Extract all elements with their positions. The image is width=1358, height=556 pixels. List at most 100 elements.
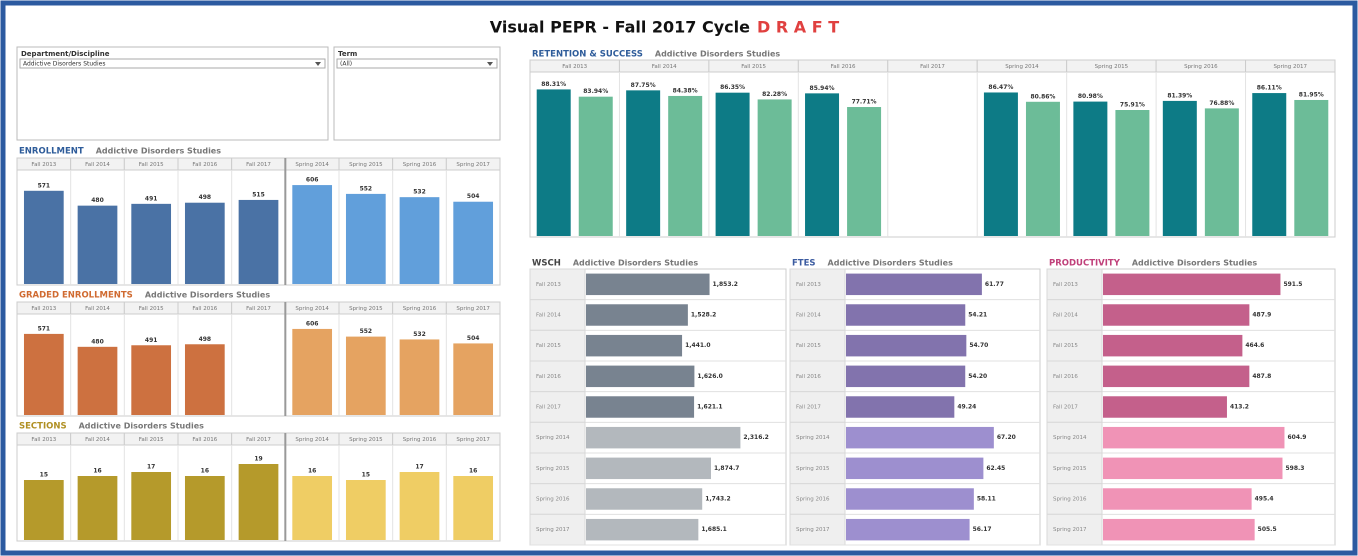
bar bbox=[399, 472, 440, 540]
y-tick-label: Fall 2017 bbox=[1053, 405, 1078, 411]
y-tick-label: Spring 2014 bbox=[536, 435, 570, 441]
y-tick-label: Spring 2017 bbox=[796, 527, 830, 533]
bar bbox=[1103, 334, 1243, 357]
y-tick-label: Spring 2014 bbox=[796, 435, 830, 441]
bar bbox=[453, 343, 494, 415]
data-label: 54.21 bbox=[968, 312, 987, 319]
data-label: 86.47% bbox=[988, 84, 1013, 91]
chart-title: PRODUCTIVITY bbox=[1049, 259, 1121, 269]
filter-value: (All) bbox=[340, 61, 352, 68]
category-cell bbox=[789, 452, 846, 485]
chart-subtitle: Addictive Disorders Studies bbox=[573, 259, 699, 268]
data-label: 480 bbox=[91, 197, 104, 204]
data-label: 1,874.7 bbox=[714, 465, 739, 472]
data-label: 591.5 bbox=[1283, 281, 1302, 288]
y-tick-label: Fall 2014 bbox=[536, 313, 561, 319]
data-label: 54.70 bbox=[969, 342, 988, 349]
bar bbox=[1294, 99, 1329, 237]
bar bbox=[292, 476, 333, 540]
data-label: 88.31% bbox=[541, 81, 566, 88]
bar bbox=[586, 518, 699, 541]
category-cell bbox=[789, 329, 846, 362]
bar bbox=[399, 339, 440, 415]
x-tick-label: Fall 2013 bbox=[31, 306, 56, 312]
data-label: 82.28% bbox=[762, 91, 787, 98]
data-label: 1,743.2 bbox=[705, 496, 730, 503]
x-tick-label: Fall 2016 bbox=[192, 437, 217, 443]
data-label: 606 bbox=[306, 177, 319, 184]
data-label: 464.6 bbox=[1245, 342, 1264, 349]
x-tick-label: Spring 2014 bbox=[295, 437, 329, 443]
y-tick-label: Spring 2017 bbox=[1053, 527, 1087, 533]
y-tick-label: Spring 2015 bbox=[1053, 466, 1087, 472]
x-tick-label: Spring 2016 bbox=[1184, 64, 1218, 70]
bar bbox=[23, 333, 64, 415]
data-label: 17 bbox=[415, 464, 423, 471]
x-tick-label: Spring 2015 bbox=[349, 306, 383, 312]
data-label: 606 bbox=[306, 320, 319, 327]
x-tick-label: Spring 2015 bbox=[349, 162, 383, 168]
bar bbox=[184, 476, 225, 540]
x-tick-label: Fall 2017 bbox=[246, 306, 271, 312]
bar bbox=[586, 304, 688, 326]
y-tick-label: Fall 2017 bbox=[536, 405, 561, 411]
data-label: 1,441.0 bbox=[685, 342, 710, 349]
bar bbox=[586, 396, 695, 418]
bar bbox=[23, 480, 64, 540]
x-tick-label: Spring 2016 bbox=[403, 306, 437, 312]
category-cell bbox=[529, 299, 586, 331]
y-tick-label: Fall 2016 bbox=[1053, 374, 1078, 380]
x-tick-label: Spring 2016 bbox=[403, 162, 437, 168]
y-tick-label: Spring 2014 bbox=[1053, 435, 1087, 441]
filter-value: Addictive Disorders Studies bbox=[23, 61, 105, 68]
data-label: 86.11% bbox=[1257, 85, 1282, 92]
y-tick-label: Spring 2016 bbox=[1053, 497, 1087, 503]
data-label: 58.11 bbox=[977, 496, 996, 503]
data-label: 16 bbox=[469, 468, 477, 475]
y-tick-label: Fall 2015 bbox=[536, 343, 561, 349]
filter-select[interactable] bbox=[336, 58, 498, 69]
x-tick-label: Spring 2017 bbox=[1274, 64, 1308, 70]
bar bbox=[846, 488, 974, 510]
x-tick-label: Fall 2014 bbox=[85, 437, 110, 443]
y-tick-label: Fall 2017 bbox=[796, 405, 821, 411]
data-label: 487.8 bbox=[1252, 373, 1271, 380]
data-label: 495.4 bbox=[1255, 496, 1274, 503]
bar bbox=[238, 199, 279, 284]
bar bbox=[1252, 93, 1287, 236]
bar bbox=[77, 205, 118, 284]
bar bbox=[578, 96, 613, 236]
bar bbox=[846, 334, 967, 357]
bar bbox=[453, 476, 494, 540]
x-tick-label: Fall 2017 bbox=[920, 64, 945, 70]
category-cell bbox=[529, 391, 586, 423]
category-header bbox=[445, 157, 501, 171]
data-label: 75.91% bbox=[1120, 102, 1145, 109]
chart-subtitle: Addictive Disorders Studies bbox=[79, 422, 205, 431]
bar bbox=[1103, 457, 1283, 480]
bar bbox=[131, 472, 172, 540]
chart-subtitle: Addictive Disorders Studies bbox=[655, 50, 781, 59]
data-label: 49.24 bbox=[957, 404, 976, 411]
data-label: 571 bbox=[38, 182, 51, 189]
data-label: 491 bbox=[145, 337, 158, 344]
data-label: 480 bbox=[91, 338, 104, 345]
bar bbox=[345, 193, 386, 284]
bar bbox=[1204, 108, 1239, 236]
y-tick-label: Fall 2016 bbox=[536, 374, 561, 380]
draft-label: D R A F T bbox=[757, 18, 839, 37]
data-label: 81.39% bbox=[1167, 92, 1192, 99]
bar bbox=[846, 518, 970, 541]
category-cell bbox=[1046, 513, 1103, 546]
bar bbox=[292, 328, 333, 415]
data-label: 498 bbox=[199, 194, 212, 201]
x-tick-label: Spring 2014 bbox=[1005, 64, 1039, 70]
data-label: 17 bbox=[147, 464, 155, 471]
filter-select[interactable] bbox=[19, 58, 326, 69]
x-tick-label: Fall 2015 bbox=[741, 64, 766, 70]
bar bbox=[131, 345, 172, 415]
data-label: 515 bbox=[252, 191, 265, 198]
data-label: 2,316.2 bbox=[743, 434, 768, 441]
